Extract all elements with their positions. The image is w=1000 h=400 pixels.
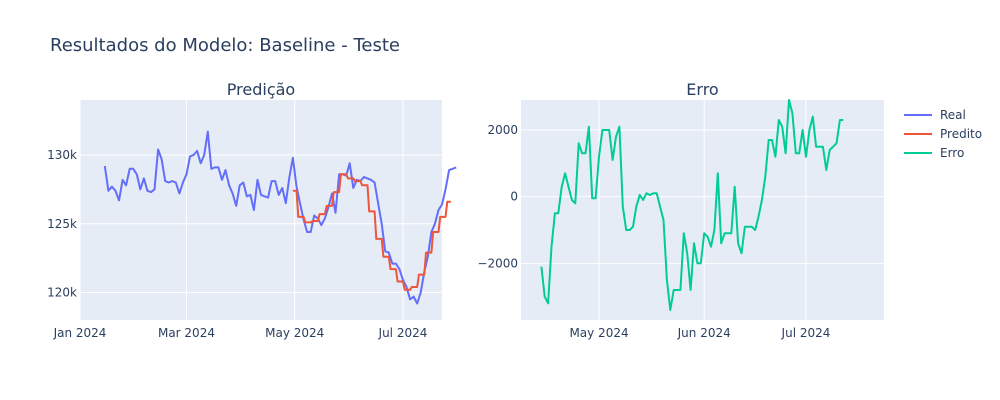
panel-erro: May 2024 Jun 2024 Jul 2024 −2000 0 2000 Erro (477, 80, 884, 340)
gridlines-predicao (79, 100, 442, 320)
plot-area-erro (521, 100, 884, 320)
series-line-predito (292, 173, 451, 291)
x-tick-label: Jul 2024 (781, 326, 831, 340)
panel-predicao: Jan 2024 Mar 2024 May 2024 Jul 2024 120k 125k… (47, 80, 457, 340)
legend-label-predito: Predito (940, 127, 982, 141)
x-tick-label: May 2024 (569, 326, 628, 340)
series-line-real (103, 130, 457, 305)
y-tick-label: 0 (510, 190, 518, 204)
figure-title: Resultados do Modelo: Baseline - Teste (50, 35, 400, 56)
y-tick-label: 125k (47, 217, 77, 231)
legend-label-real: Real (940, 108, 966, 122)
legend: Real Predito Erro (904, 108, 982, 160)
ticks-predicao: Jan 2024 Mar 2024 May 2024 Jul 2024 120k 125k… (47, 148, 427, 340)
series-erro (540, 99, 844, 311)
x-tick-label: Jul 2024 (378, 326, 428, 340)
legend-label-erro: Erro (940, 146, 964, 160)
y-tick-label: 130k (47, 148, 77, 162)
legend-item-real[interactable]: Real (904, 108, 966, 122)
series-predicao (103, 130, 457, 305)
y-tick-label: 2000 (487, 123, 518, 137)
series-line-erro (540, 99, 844, 311)
subplot-title-predicao: Predição (227, 80, 295, 99)
plot-area-predicao (80, 100, 442, 320)
subplot-title-erro: Erro (686, 80, 718, 99)
x-tick-label: Mar 2024 (158, 326, 215, 340)
y-tick-label: 120k (47, 286, 77, 300)
legend-item-erro[interactable]: Erro (904, 146, 964, 160)
y-tick-label: −2000 (477, 256, 518, 270)
x-tick-label: May 2024 (265, 326, 324, 340)
ticks-erro: May 2024 Jun 2024 Jul 2024 −2000 0 2000 (477, 123, 830, 340)
legend-item-predito[interactable]: Predito (904, 127, 982, 141)
gridlines-erro (521, 100, 884, 320)
x-tick-label: Jan 2024 (53, 326, 107, 340)
x-tick-label: Jun 2024 (677, 326, 731, 340)
